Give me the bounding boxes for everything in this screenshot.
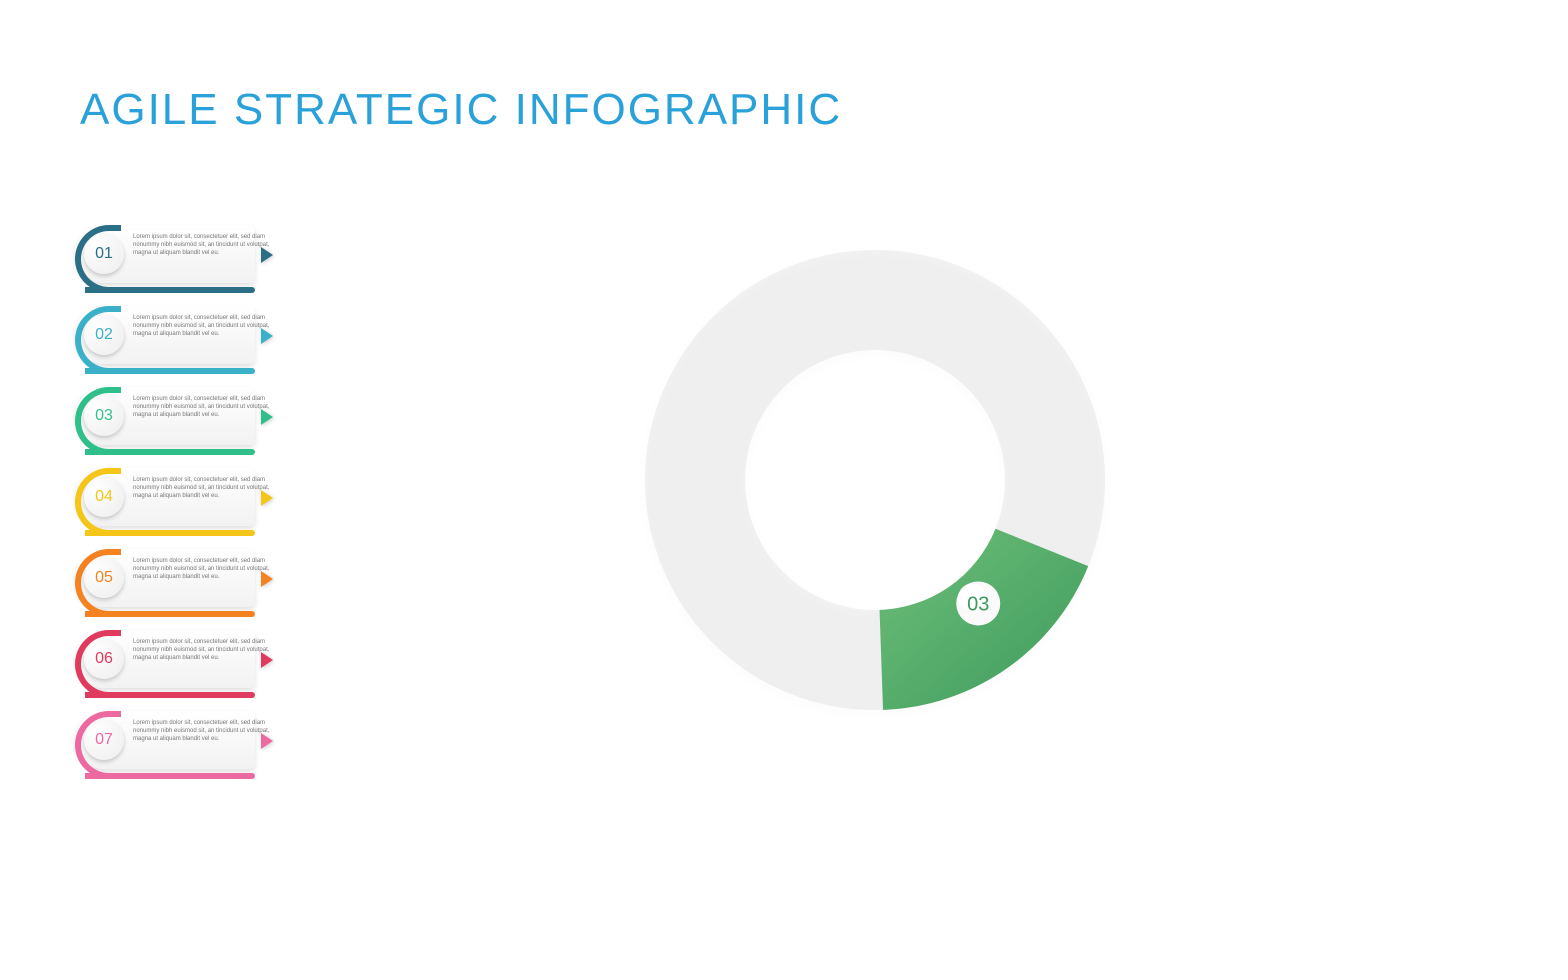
chevron-right-icon (261, 733, 273, 749)
list-item-launch: 07 Lorem ipsum dolor sit, consectetuer el… (75, 711, 285, 779)
list-text: Lorem ipsum dolor sit, consectetuer elit… (133, 638, 277, 662)
list-text: Lorem ipsum dolor sit, consectetuer elit… (133, 719, 277, 743)
page-title: AGILE STRATEGIC INFOGRAPHIC (80, 85, 842, 135)
chevron-right-icon (261, 490, 273, 506)
list-item-plan: 01 Lorem ipsum dolor sit, consectetuer el… (75, 225, 285, 293)
chevron-right-icon (261, 409, 273, 425)
list-text: Lorem ipsum dolor sit, consectetuer elit… (133, 476, 277, 500)
chevron-right-icon (261, 247, 273, 263)
list-text: Lorem ipsum dolor sit, consectetuer elit… (133, 557, 277, 581)
list-number: 06 (84, 639, 124, 679)
list-item-develop: 03 Lorem ipsum dolor sit, consectetuer el… (75, 387, 285, 455)
list-item-renew: 06 Lorem ipsum dolor sit, consectetuer el… (75, 630, 285, 698)
badge-number: 03 (967, 593, 989, 615)
chevron-right-icon (261, 571, 273, 587)
list-number: 03 (84, 396, 124, 436)
list-item-test: 04 Lorem ipsum dolor sit, consectetuer el… (75, 468, 285, 536)
agile-cycle-diagram: 03 (320, 200, 1520, 820)
list-number: 07 (84, 720, 124, 760)
chevron-right-icon (261, 652, 273, 668)
list-text: Lorem ipsum dolor sit, consectetuer elit… (133, 395, 277, 419)
list-text: Lorem ipsum dolor sit, consectetuer elit… (133, 233, 277, 257)
list-item-design: 02 Lorem ipsum dolor sit, consectetuer el… (75, 306, 285, 374)
list-item-deploy: 05 Lorem ipsum dolor sit, consectetuer el… (75, 549, 285, 617)
list-number: 02 (84, 315, 124, 355)
list-number: 05 (84, 558, 124, 598)
list-text: Lorem ipsum dolor sit, consectetuer elit… (133, 314, 277, 338)
step-badge: 03 (956, 581, 1000, 625)
chevron-right-icon (261, 328, 273, 344)
step-list: 01 Lorem ipsum dolor sit, consectetuer el… (75, 225, 285, 792)
list-number: 04 (84, 477, 124, 517)
list-number: 01 (84, 234, 124, 274)
